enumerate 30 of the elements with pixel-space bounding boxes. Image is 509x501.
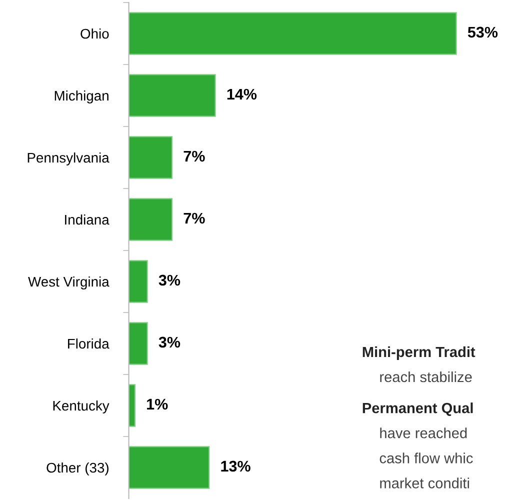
annotation: reach stabilize <box>380 371 472 382</box>
y-tick-label: Kentucky <box>53 400 110 414</box>
data-label: 53% <box>468 26 498 38</box>
data-label: 1% <box>147 398 168 410</box>
bar <box>128 322 148 365</box>
data-label: 14% <box>227 88 257 100</box>
bar <box>128 74 216 117</box>
annotation: market conditi <box>380 478 469 488</box>
y-tick-label: Florida <box>68 338 110 349</box>
bar <box>128 136 173 179</box>
y-tick-label: Michigan <box>54 90 108 104</box>
y-tick-label: Pennsylvania <box>28 152 110 166</box>
y-tick-label: West Virginia <box>28 276 110 290</box>
bar <box>128 446 210 489</box>
data-label: 3% <box>158 336 180 348</box>
data-label: 7% <box>184 150 205 162</box>
bar <box>128 260 148 303</box>
data-label: 7% <box>184 212 205 224</box>
y-tick-label: Other (33) <box>46 462 108 476</box>
data-label: 13% <box>221 460 250 472</box>
y-tick-label: Indiana <box>65 214 110 225</box>
data-label: 3% <box>158 274 180 286</box>
annotation: Permanent Qual <box>362 402 473 416</box>
bar <box>128 384 136 427</box>
y-tick-label: Ohio <box>80 28 109 39</box>
annotation: cash flow whic <box>380 452 473 464</box>
annotation: have reached <box>380 428 467 438</box>
bar <box>128 198 173 241</box>
bar <box>128 12 457 55</box>
annotation: Mini-perm Tradit <box>362 346 476 360</box>
